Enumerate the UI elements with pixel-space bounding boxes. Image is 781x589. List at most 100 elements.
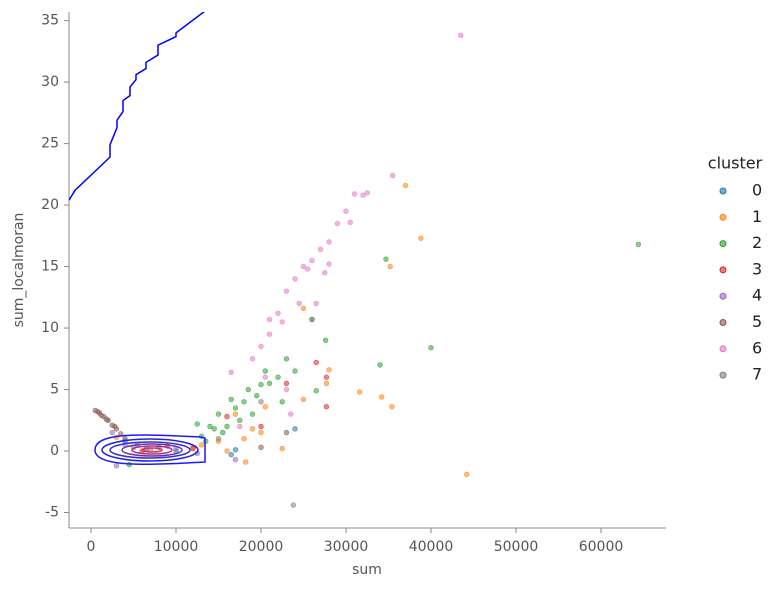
point <box>262 374 268 380</box>
point <box>428 345 434 351</box>
point <box>279 319 285 325</box>
legend-label: 4 <box>752 286 762 305</box>
point <box>283 386 290 393</box>
point <box>288 411 294 417</box>
point <box>360 192 366 198</box>
x-tick-label: 50000 <box>494 539 539 555</box>
point <box>326 367 332 373</box>
point <box>266 331 273 337</box>
point <box>198 442 205 448</box>
point <box>245 386 251 393</box>
point <box>378 394 385 400</box>
x-tick-label: 20000 <box>239 539 284 555</box>
point <box>322 270 328 276</box>
y-tick-label: 15 <box>41 259 59 275</box>
point <box>279 399 285 405</box>
point <box>279 445 285 452</box>
point <box>249 426 256 432</box>
x-tick-label: 0 <box>87 539 96 555</box>
point <box>228 369 234 376</box>
point <box>313 300 319 307</box>
point <box>356 389 363 395</box>
y-tick-label: 30 <box>41 74 59 90</box>
y-tick-label: -5 <box>45 505 59 521</box>
point <box>241 399 247 405</box>
point <box>300 263 307 270</box>
point <box>228 396 234 403</box>
point <box>292 276 298 282</box>
legend-title: cluster <box>708 154 763 173</box>
point <box>215 436 222 442</box>
y-tick-label: 0 <box>50 443 59 459</box>
point <box>322 337 329 344</box>
point <box>237 417 243 423</box>
point <box>266 316 273 323</box>
legend-marker <box>719 266 727 274</box>
point <box>347 219 353 225</box>
point <box>249 356 256 362</box>
point <box>323 404 330 410</box>
point <box>323 374 330 380</box>
point <box>300 396 307 403</box>
point <box>207 423 213 430</box>
point <box>283 356 290 362</box>
kde-contours <box>94 434 206 465</box>
line <box>69 12 205 201</box>
point <box>334 220 341 227</box>
point <box>224 448 230 454</box>
point <box>254 392 260 399</box>
point <box>343 208 349 214</box>
point <box>283 429 290 436</box>
point <box>387 263 393 270</box>
point <box>305 266 311 272</box>
y-axis-label: sum_localmoran <box>11 213 27 328</box>
point <box>458 32 464 39</box>
point <box>309 257 315 264</box>
legend-marker <box>719 371 727 379</box>
point <box>220 429 226 436</box>
point <box>262 404 268 410</box>
point <box>418 235 424 241</box>
point <box>224 413 230 420</box>
legend-label: 0 <box>752 181 762 200</box>
point <box>98 412 104 419</box>
point <box>215 411 222 417</box>
y-tick-label: 20 <box>41 197 59 213</box>
point <box>377 362 383 368</box>
point <box>313 388 319 394</box>
point <box>635 241 642 248</box>
legend-marker <box>719 187 727 195</box>
legend-marker <box>719 213 727 221</box>
point <box>390 172 396 179</box>
legend-label: 6 <box>752 338 762 357</box>
legend-marker <box>719 240 727 248</box>
point <box>266 380 273 387</box>
point <box>292 426 298 432</box>
legend-label: 2 <box>752 233 762 252</box>
y-tick-label: 35 <box>41 13 59 29</box>
legend-label: 3 <box>752 259 762 278</box>
point <box>113 463 120 469</box>
point <box>309 316 315 323</box>
point <box>241 436 247 442</box>
point <box>262 368 268 374</box>
y-tick-label: 10 <box>41 320 59 336</box>
point <box>112 423 118 430</box>
point <box>95 408 101 415</box>
point <box>190 445 196 452</box>
point <box>232 405 239 411</box>
x-tick-label: 60000 <box>579 539 624 555</box>
point <box>296 300 302 307</box>
point <box>402 182 409 189</box>
x-tick-label: 30000 <box>324 539 369 555</box>
x-axis-label: sum <box>352 562 382 578</box>
point <box>232 456 239 463</box>
point <box>283 380 290 387</box>
y-tick-label: 5 <box>50 382 59 398</box>
point <box>275 374 281 380</box>
point <box>463 471 470 478</box>
point <box>313 359 319 366</box>
legend-marker <box>719 319 727 326</box>
point <box>109 429 115 436</box>
